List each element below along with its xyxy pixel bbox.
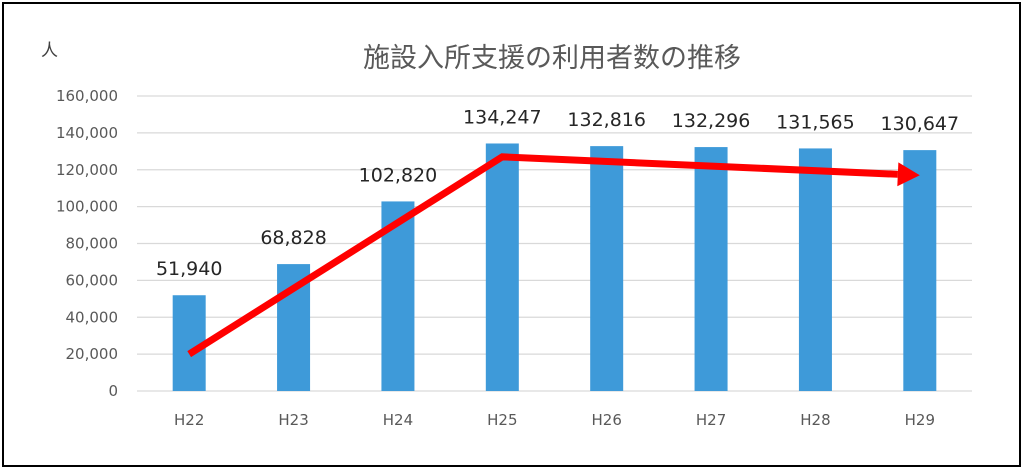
x-tick-label: H22 <box>174 411 204 429</box>
bar-chart: 0 20,000 40,000 60,000 80,000 100,000 120,000 1… <box>41 41 972 429</box>
x-tick-label: H27 <box>696 411 726 429</box>
data-labels: 51,940 68,828 102,820 134,247 132,816 132,296… <box>156 106 959 280</box>
trend-arrow-line <box>187 153 898 358</box>
y-axis-unit-label: 人 <box>41 41 58 61</box>
x-tick-label: H29 <box>905 411 935 429</box>
x-axis-ticks: H22 H23 H24 H25 H26 H27 H28 H29 <box>174 411 935 429</box>
chart-title: 施設入所支援の利用者数の推移 <box>363 43 741 74</box>
y-tick-label: 160,000 <box>56 87 118 105</box>
y-tick-label: 40,000 <box>66 308 119 326</box>
trend-arrow <box>187 153 920 358</box>
data-label: 68,828 <box>260 227 326 249</box>
data-label: 132,296 <box>672 110 751 132</box>
data-label: 102,820 <box>359 164 438 186</box>
x-tick-label: H23 <box>278 411 308 429</box>
x-tick-label: H26 <box>592 411 622 429</box>
y-tick-label: 140,000 <box>56 124 118 142</box>
y-tick-label: 120,000 <box>56 161 118 179</box>
bar <box>903 150 937 391</box>
y-tick-label: 100,000 <box>56 198 118 216</box>
x-tick-label: H24 <box>383 411 413 429</box>
data-label: 132,816 <box>567 109 646 131</box>
y-axis-ticks: 0 20,000 40,000 60,000 80,000 100,000 120,000 1… <box>56 87 118 400</box>
gridlines <box>137 95 972 392</box>
y-tick-label: 80,000 <box>66 235 119 253</box>
bar <box>694 147 728 391</box>
chart-frame: 0 20,000 40,000 60,000 80,000 100,000 120,000 1… <box>2 2 1021 467</box>
y-tick-label: 0 <box>108 382 118 400</box>
data-label: 130,647 <box>881 113 960 135</box>
data-label: 134,247 <box>463 106 542 128</box>
y-tick-label: 60,000 <box>66 271 119 289</box>
x-tick-label: H28 <box>800 411 830 429</box>
bar <box>798 148 832 391</box>
data-label: 51,940 <box>156 258 222 280</box>
bar <box>590 146 624 391</box>
trend-arrow-head <box>897 162 920 187</box>
bars <box>172 143 937 391</box>
bar <box>485 143 519 391</box>
y-tick-label: 20,000 <box>66 345 119 363</box>
data-label: 131,565 <box>776 111 855 133</box>
x-tick-label: H25 <box>487 411 517 429</box>
